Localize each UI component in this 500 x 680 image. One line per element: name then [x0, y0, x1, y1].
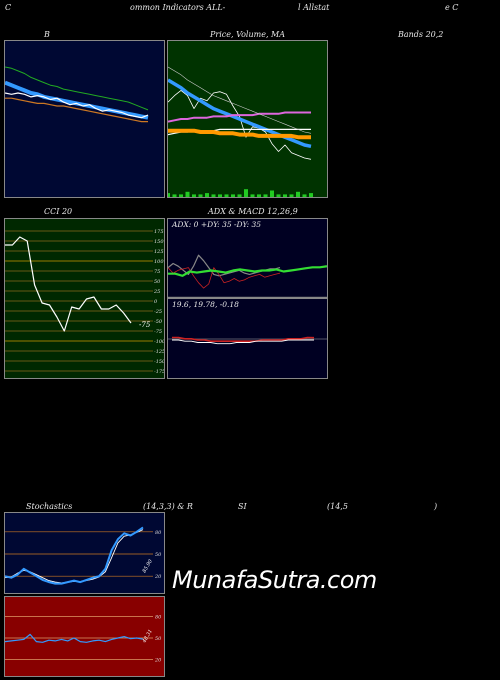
cci-chart: 1751501251007550250-25-50-75-100-125-150…	[5, 229, 164, 375]
adx-label: ADX: 0 +DY: 35 -DY: 35	[172, 220, 262, 229]
volume-bar	[231, 194, 235, 197]
rsi-chart: 80 50 20 48.31	[5, 614, 162, 664]
stochastics-panel: 80 50 20 85.90	[4, 512, 165, 594]
bb-lower-line	[5, 97, 148, 123]
volume-bar	[211, 194, 216, 197]
title-b: B	[44, 30, 50, 39]
watermark: MunafaSutra.com	[172, 566, 377, 594]
title-rsi-close: )	[434, 502, 438, 511]
macd-line	[172, 339, 314, 345]
volume-bar	[224, 194, 229, 197]
volume-bar	[192, 194, 196, 197]
cci-line	[5, 236, 132, 332]
price-line	[168, 90, 312, 160]
volume-bar	[302, 194, 307, 197]
macd-panel: 19.6, 19.78, -0.18	[167, 298, 328, 379]
title-rsi-params: (14,5	[327, 502, 348, 511]
bollinger-panel	[4, 40, 165, 198]
volume-bar	[309, 193, 313, 197]
volume-bar	[296, 191, 300, 197]
rsi-panel: 80 50 20 48.31	[4, 596, 165, 677]
rsi-current-label: 48.31	[141, 629, 154, 645]
volume-bar	[185, 191, 190, 197]
rsi-tick-label: 50	[155, 636, 162, 642]
volume-bar	[237, 194, 242, 197]
ma-short-line	[168, 78, 312, 149]
cci-tick-label: 50	[154, 279, 161, 285]
adx-plus-dy-line	[168, 267, 281, 289]
volume-bar	[276, 194, 281, 197]
header-e-c: e C	[445, 3, 459, 12]
volume-bar	[270, 190, 274, 197]
macd-label: 19.6, 19.78, -0.18	[172, 300, 239, 309]
title-rsi: SI	[238, 502, 247, 511]
volume-bar	[250, 194, 255, 197]
volume-bar	[283, 194, 287, 197]
volume-bar	[244, 189, 248, 197]
cci-tick-label: 175	[154, 229, 164, 235]
header-common-indicators: ommon Indicators ALL-	[130, 3, 226, 12]
title-stoch-params: (14,3,3) & R	[143, 502, 193, 511]
stoch-k-line	[5, 526, 144, 585]
volume-bar	[289, 194, 294, 197]
stoch-tick-label: 50	[155, 552, 162, 558]
price-volume-ma-panel	[167, 40, 328, 198]
cci-tick-label: 150	[154, 239, 164, 245]
title-price-volume-ma: Price, Volume, MA	[210, 30, 286, 39]
ma-mid-line	[168, 111, 311, 123]
title-adx-macd: ADX & MACD 12,26,9	[208, 207, 298, 216]
header-c: C	[5, 3, 12, 12]
cci-tick-label: -175	[154, 369, 164, 375]
stoch-current-label: 85.90	[142, 558, 155, 574]
stoch-tick-label: 80	[155, 530, 162, 536]
volume-bar	[179, 194, 183, 197]
bb-middle-line	[5, 80, 149, 120]
rsi-tick-label: 20	[154, 658, 162, 664]
envelope-upper-line	[168, 66, 312, 134]
adx-chart	[168, 254, 327, 297]
cci-tick-label: -75	[154, 329, 162, 335]
bb-upper-line	[5, 66, 149, 111]
rsi-line	[5, 633, 144, 643]
bb-price-line	[5, 92, 149, 119]
header-allstate: l Allstat	[298, 3, 330, 12]
cci-tick-label: -125	[154, 349, 164, 355]
ma-slow-line	[168, 128, 311, 140]
cci-tick-label: 125	[154, 249, 164, 255]
bollinger-chart	[5, 66, 149, 123]
adx-line	[168, 265, 327, 277]
volume-bar	[205, 193, 209, 197]
cci-tick-label: 100	[154, 259, 164, 265]
stoch-d-line	[5, 529, 144, 584]
adx-panel: ADX: 0 +DY: 35 -DY: 35	[167, 218, 328, 298]
cci-tick-label: -100	[154, 339, 164, 345]
volume-bar	[168, 193, 170, 197]
cci-tick-label: -150	[154, 359, 164, 365]
volume-bar	[198, 194, 203, 197]
price-volume-chart	[168, 66, 313, 197]
volume-bar	[257, 194, 261, 197]
cci-tick-label: 75	[154, 269, 160, 275]
macd-signal-line	[172, 336, 315, 343]
cci-tick-label: -50	[154, 319, 163, 325]
macd-chart	[168, 336, 327, 345]
stoch-tick-label: 20	[154, 574, 162, 580]
cci-tick-label: 25	[153, 289, 160, 295]
volume-bar	[263, 194, 268, 197]
title-stochastics: Stochastics	[26, 502, 73, 511]
cci-panel: 1751501251007550250-25-50-75-100-125-150…	[4, 218, 165, 379]
title-bands: Bands 20,2	[398, 30, 444, 39]
cci-current-label: -75	[139, 321, 151, 329]
rsi-tick-label: 80	[155, 614, 162, 620]
volume-bar	[172, 194, 177, 197]
cci-tick-label: -25	[154, 309, 162, 315]
volume-bar	[218, 194, 222, 197]
title-cci: CCI 20	[44, 207, 73, 216]
cci-tick-label: 0	[154, 299, 158, 305]
